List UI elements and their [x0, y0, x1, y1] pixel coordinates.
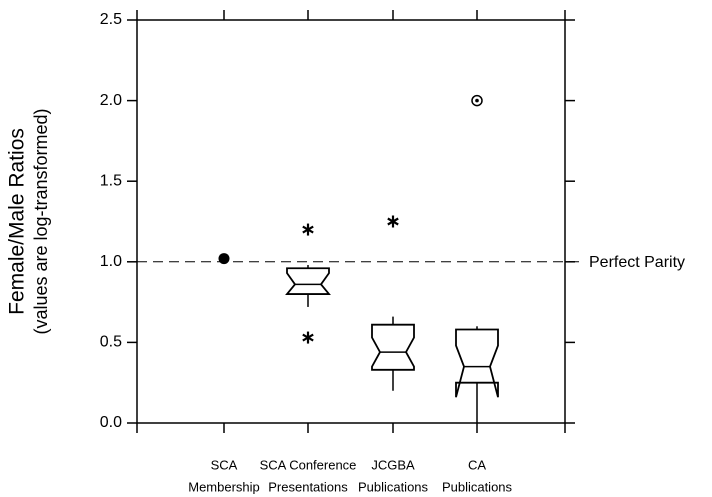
- point: [218, 253, 230, 265]
- x-tick-label: JCGBA: [371, 457, 415, 472]
- y-axis-title: Female/Male Ratios: [6, 128, 29, 315]
- y-axis-title: (values are log-transformed): [31, 108, 51, 334]
- y-tick-label: 1.5: [100, 172, 122, 189]
- y-tick-label: 1.0: [100, 253, 122, 270]
- x-tick-label: Membership: [188, 479, 260, 494]
- x-tick-label: CA: [468, 457, 486, 472]
- x-tick-label: SCA Conference: [260, 457, 357, 472]
- star-stroke: [302, 225, 314, 234]
- outlier-star: [387, 215, 399, 228]
- reference-label: Perfect Parity: [589, 254, 685, 271]
- y-tick-label: 2.0: [100, 92, 122, 109]
- outlier-star: [302, 331, 314, 344]
- outlier-center: [475, 98, 479, 103]
- box: [455, 328, 499, 398]
- plot-frame: [136, 19, 566, 424]
- box: [285, 267, 331, 295]
- star-stroke: [387, 217, 399, 226]
- outlier-star: [302, 223, 314, 236]
- x-tick-label: SCA: [211, 457, 238, 472]
- x-tick-label: Publications: [442, 479, 513, 494]
- x-tick-label: Publications: [358, 479, 429, 494]
- x-tick-label: Presentations: [268, 479, 348, 494]
- y-tick-label: 0.0: [100, 414, 122, 431]
- box: [371, 323, 415, 371]
- y-tick-label: 0.5: [100, 334, 122, 351]
- star-stroke: [302, 333, 314, 342]
- y-tick-label: 2.5: [100, 11, 122, 28]
